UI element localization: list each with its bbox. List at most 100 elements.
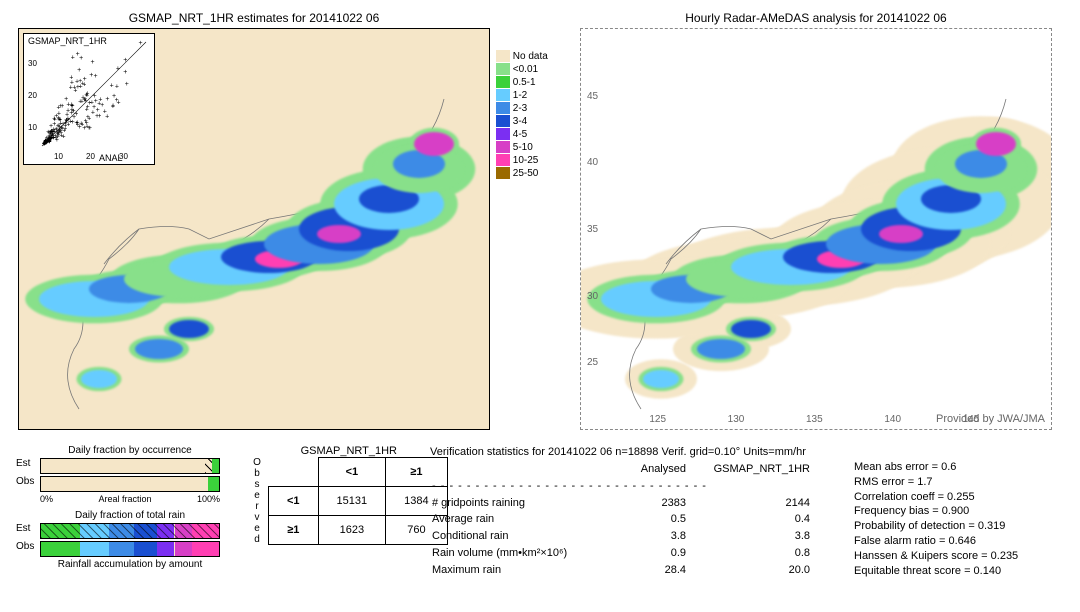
score-row: Correlation coeff = 0.255 — [854, 490, 1018, 505]
svg-text:+: + — [79, 55, 83, 62]
svg-text:30: 30 — [119, 152, 128, 161]
legend-row: 25‑50 — [496, 167, 548, 180]
score-row: Equitable threat score = 0.140 — [854, 564, 1018, 579]
svg-text:+: + — [71, 55, 75, 62]
svg-text:+: + — [86, 114, 90, 121]
verif-row: Conditional rain3.83.8 — [432, 529, 822, 544]
svg-text:+: + — [79, 84, 83, 91]
svg-text:+: + — [116, 66, 120, 73]
occ-title: Daily fraction by occurrence — [40, 445, 220, 456]
svg-text:+: + — [85, 106, 89, 113]
svg-text:+: + — [91, 59, 95, 66]
obs-label-2: Obs — [16, 541, 34, 552]
svg-text:+: + — [139, 40, 143, 47]
contingency-table: <1 ≥1 <1 15131 1384 ≥1 1623 760 — [268, 457, 448, 545]
verification-block: Verification statistics for 20141022 06 … — [430, 445, 1070, 580]
ct-cell-a: 15131 — [318, 487, 386, 516]
svg-text:+: + — [89, 72, 93, 79]
tot-title: Daily fraction of total rain — [40, 510, 220, 521]
verif-row: Maximum rain28.420.0 — [432, 563, 822, 578]
svg-text:+: + — [71, 108, 75, 115]
svg-text:+: + — [66, 108, 70, 115]
score-row: Frequency bias = 0.900 — [854, 504, 1018, 519]
score-row: Mean abs error = 0.6 — [854, 460, 1018, 475]
svg-text:+: + — [85, 124, 89, 131]
svg-text:+: + — [112, 93, 116, 100]
map-credit: Provided by JWA/JMA — [936, 413, 1045, 425]
legend-row: 10‑25 — [496, 154, 548, 167]
axis-mid: Areal fraction — [98, 494, 151, 504]
tot-est-bar — [40, 523, 220, 539]
svg-text:+: + — [71, 119, 75, 126]
svg-text:+: + — [80, 98, 84, 105]
ct-col-lt: <1 — [318, 458, 386, 487]
verif-row: Average rain0.50.4 — [432, 512, 822, 527]
svg-text:+: + — [70, 101, 74, 108]
score-row: Hanssen & Kuipers score = 0.235 — [854, 549, 1018, 564]
score-row: RMS error = 1.7 — [854, 475, 1018, 490]
right-map-title: Hourly Radar‑AMeDAS analysis for 2014102… — [581, 11, 1051, 25]
svg-text:+: + — [123, 57, 127, 64]
color-legend: No data <0.01 0.5‑1 1‑2 2‑3 3‑4 4‑5 5‑10… — [496, 50, 548, 180]
svg-text:+: + — [57, 116, 61, 123]
svg-text:+: + — [59, 103, 63, 110]
legend-row: 3‑4 — [496, 115, 548, 128]
svg-text:+: + — [94, 98, 98, 105]
fraction-block: Daily fraction by occurrence Est Obs 0% … — [40, 445, 220, 570]
ct-vlabel: Observed — [250, 457, 264, 545]
svg-text:10: 10 — [28, 123, 37, 132]
verif-row: # gridpoints raining23832144 — [432, 496, 822, 511]
svg-text:+: + — [84, 98, 88, 105]
score-list: Mean abs error = 0.6RMS error = 1.7Corre… — [854, 460, 1018, 580]
obs-label: Obs — [16, 476, 34, 487]
svg-text:+: + — [49, 129, 53, 136]
ct-cell-c: 1623 — [318, 516, 386, 545]
svg-text:20: 20 — [86, 152, 95, 161]
legend-row: 2‑3 — [496, 102, 548, 115]
svg-text:+: + — [115, 83, 119, 90]
svg-text:20: 20 — [28, 91, 37, 100]
legend-row: 1‑2 — [496, 89, 548, 102]
contingency-block: GSMAP_NRT_1HR Observed <1 ≥1 <1 15131 13… — [250, 445, 448, 545]
ct-row-lt: <1 — [269, 487, 319, 516]
legend-row: 4‑5 — [496, 128, 548, 141]
svg-text:+: + — [69, 75, 73, 82]
col-model: GSMAP_NRT_1HR — [700, 462, 822, 477]
inset-scatter: GSMAP_NRT_1HR ++++++++++++++++++++++++++… — [23, 33, 155, 165]
score-row: Probability of detection = 0.319 — [854, 519, 1018, 534]
axis-100: 100% — [197, 494, 220, 504]
col-analysed: Analysed — [616, 462, 698, 477]
legend-row: <0.01 — [496, 63, 548, 76]
svg-text:+: + — [76, 122, 80, 129]
occ-est-bar — [40, 458, 220, 474]
axis-0: 0% — [40, 494, 53, 504]
svg-text:+: + — [94, 73, 98, 80]
svg-text:+: + — [54, 133, 58, 140]
legend-row: No data — [496, 50, 548, 63]
score-row: False alarm ratio = 0.646 — [854, 534, 1018, 549]
svg-text:+: + — [103, 109, 107, 116]
svg-text:+: + — [125, 81, 129, 88]
right-rain-field — [581, 29, 1051, 429]
svg-text:+: + — [123, 69, 127, 76]
acc-title: Rainfall accumulation by amount — [40, 559, 220, 570]
ct-row-ge: ≥1 — [269, 516, 319, 545]
svg-text:10: 10 — [54, 152, 63, 161]
tot-obs-bar — [40, 541, 220, 557]
svg-text:+: + — [63, 122, 67, 129]
svg-text:+: + — [46, 139, 50, 146]
right-map-panel: Hourly Radar‑AMeDAS analysis for 2014102… — [580, 28, 1052, 430]
legend-row: 0.5‑1 — [496, 76, 548, 89]
svg-text:+: + — [95, 113, 99, 120]
svg-text:+: + — [105, 96, 109, 103]
left-map-panel: GSMAP_NRT_1HR estimates for 20141022 06 … — [18, 28, 490, 430]
svg-text:+: + — [77, 67, 81, 74]
svg-text:+: + — [110, 83, 114, 90]
ct-title: GSMAP_NRT_1HR — [250, 445, 448, 457]
svg-text:+: + — [64, 96, 68, 103]
left-map-title: GSMAP_NRT_1HR estimates for 20141022 06 — [19, 11, 489, 25]
est-label-2: Est — [16, 523, 30, 534]
legend-row: 5‑10 — [496, 141, 548, 154]
svg-text:+: + — [73, 88, 77, 95]
verif-header: Verification statistics for 20141022 06 … — [430, 445, 1070, 460]
